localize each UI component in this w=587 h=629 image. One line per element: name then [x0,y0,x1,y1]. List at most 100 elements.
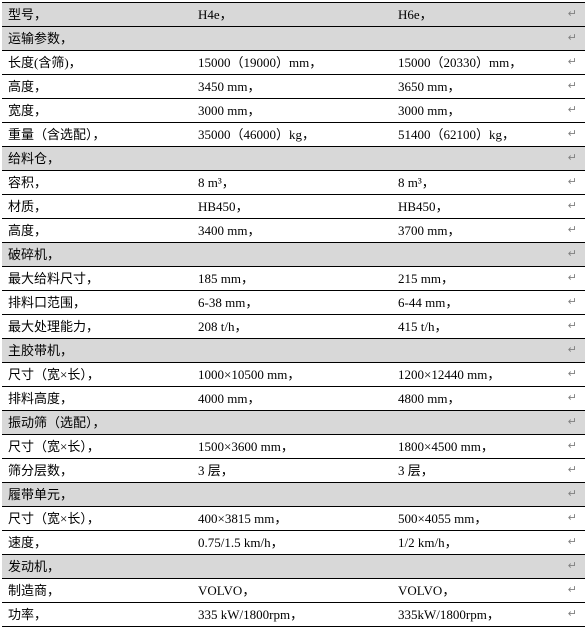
data-row: 高度，3400 mm，3700 mm，↵ [2,219,585,243]
row-label: 容积， [2,171,192,195]
row-label: 尺寸（宽×长）， [2,363,192,387]
section-empty: ↵ [392,339,585,363]
row-value-1: 4000 mm， [192,387,392,411]
row-value-1: 1000×10500 mm， [192,363,392,387]
section-row: 发动机， ↵ [2,555,585,579]
section-empty: ↵ [392,27,585,51]
header-col1: H4e， [192,3,392,27]
row-label: 尺寸（宽×长）， [2,507,192,531]
row-value-2: HB450，↵ [392,195,585,219]
header-col2: H6e，↵ [392,3,585,27]
data-row: 制造商，VOLVO，VOLVO，↵ [2,579,585,603]
section-title: 破碎机， [2,243,192,267]
row-label: 排料高度， [2,387,192,411]
data-row: 筛分层数，3 层，3 层，↵ [2,459,585,483]
row-label: 功率， [2,603,192,627]
section-empty [192,339,392,363]
data-row: 宽度，3000 mm，3000 mm，↵ [2,99,585,123]
row-label: 筛分层数， [2,459,192,483]
row-value-2: 1/2 km/h，↵ [392,531,585,555]
section-title: 发动机， [2,555,192,579]
spec-table: 型号，H4e，H6e，↵运输参数，↵长度(含筛)，15000（19000）mm，… [2,2,585,627]
row-value-1: 35000（46000）kg， [192,123,392,147]
section-empty: ↵ [392,147,585,171]
data-row: 最大给料尺寸，185 mm，215 mm，↵ [2,267,585,291]
section-row: 履带单元，↵ [2,483,585,507]
row-label: 速度， [2,531,192,555]
row-value-1: 0.75/1.5 km/h， [192,531,392,555]
data-row: 排料高度，4000 mm，4800 mm，↵ [2,387,585,411]
row-label: 宽度， [2,99,192,123]
section-empty: ↵ [392,243,585,267]
row-label: 高度， [2,219,192,243]
data-row: 最大处理能力，208 t/h，415 t/h，↵ [2,315,585,339]
row-label: 材质， [2,195,192,219]
row-value-2: 1200×12440 mm，↵ [392,363,585,387]
data-row: 速度，0.75/1.5 km/h，1/2 km/h，↵ [2,531,585,555]
section-empty: ↵ [392,555,585,579]
row-value-2: VOLVO，↵ [392,579,585,603]
row-value-2: 1800×4500 mm，↵ [392,435,585,459]
data-row: 容积，8 m³，8 m³，↵ [2,171,585,195]
row-value-1: 400×3815 mm， [192,507,392,531]
row-label: 制造商， [2,579,192,603]
data-row: 重量（含选配），35000（46000）kg，51400（62100）kg，↵ [2,123,585,147]
section-row: 振动筛（选配）， ↵ [2,411,585,435]
row-value-2: 335kW/1800rpm，↵ [392,603,585,627]
row-value-2: 3650 mm，↵ [392,75,585,99]
row-value-2: 6-44 mm，↵ [392,291,585,315]
section-empty [192,27,392,51]
row-value-1: 1500×3600 mm， [192,435,392,459]
row-value-2: 51400（62100）kg，↵ [392,123,585,147]
section-empty [192,411,392,435]
section-title: 振动筛（选配）， [2,411,192,435]
header-row: 型号，H4e，H6e，↵ [2,3,585,27]
section-row: 主胶带机， ↵ [2,339,585,363]
row-value-1: 185 mm， [192,267,392,291]
row-value-2: 3000 mm，↵ [392,99,585,123]
section-empty [192,483,392,507]
data-row: 尺寸（宽×长），1000×10500 mm，1200×12440 mm，↵ [2,363,585,387]
data-row: 尺寸（宽×长），1500×3600 mm，1800×4500 mm，↵ [2,435,585,459]
data-row: 功率，335 kW/1800rpm，335kW/1800rpm，↵ [2,603,585,627]
row-value-2: 8 m³，↵ [392,171,585,195]
row-value-1: 3000 mm， [192,99,392,123]
row-label: 长度(含筛)， [2,51,192,75]
section-row: 给料仓， ↵ [2,147,585,171]
row-value-2: 3 层，↵ [392,459,585,483]
section-row: 破碎机， ↵ [2,243,585,267]
row-value-1: 335 kW/1800rpm， [192,603,392,627]
header-label: 型号， [2,3,192,27]
section-empty [192,555,392,579]
row-value-1: 3 层， [192,459,392,483]
row-value-1: 3450 mm， [192,75,392,99]
row-label: 重量（含选配）， [2,123,192,147]
row-value-1: 208 t/h， [192,315,392,339]
data-row: 长度(含筛)，15000（19000）mm，15000（20330）mm，↵ [2,51,585,75]
row-value-1: 3400 mm， [192,219,392,243]
section-empty [192,243,392,267]
row-value-2: 215 mm，↵ [392,267,585,291]
section-empty: ↵ [392,411,585,435]
section-title: 给料仓， [2,147,192,171]
data-row: 材质，HB450，HB450，↵ [2,195,585,219]
row-label: 最大处理能力， [2,315,192,339]
row-value-1: VOLVO， [192,579,392,603]
section-title: 运输参数， [2,27,192,51]
row-label: 尺寸（宽×长）， [2,435,192,459]
row-value-2: 15000（20330）mm，↵ [392,51,585,75]
row-value-1: 6-38 mm， [192,291,392,315]
row-value-1: 8 m³， [192,171,392,195]
row-value-2: 4800 mm，↵ [392,387,585,411]
section-row: 运输参数， ↵ [2,27,585,51]
row-label: 排料口范围， [2,291,192,315]
row-value-1: HB450， [192,195,392,219]
data-row: 排料口范围，6-38 mm，6-44 mm，↵ [2,291,585,315]
row-label: 高度， [2,75,192,99]
row-value-1: 15000（19000）mm， [192,51,392,75]
section-empty [192,147,392,171]
row-value-2: 415 t/h，↵ [392,315,585,339]
row-value-2: 3700 mm，↵ [392,219,585,243]
data-row: 尺寸（宽×长），400×3815 mm，500×4055 mm，↵ [2,507,585,531]
section-title: 主胶带机， [2,339,192,363]
